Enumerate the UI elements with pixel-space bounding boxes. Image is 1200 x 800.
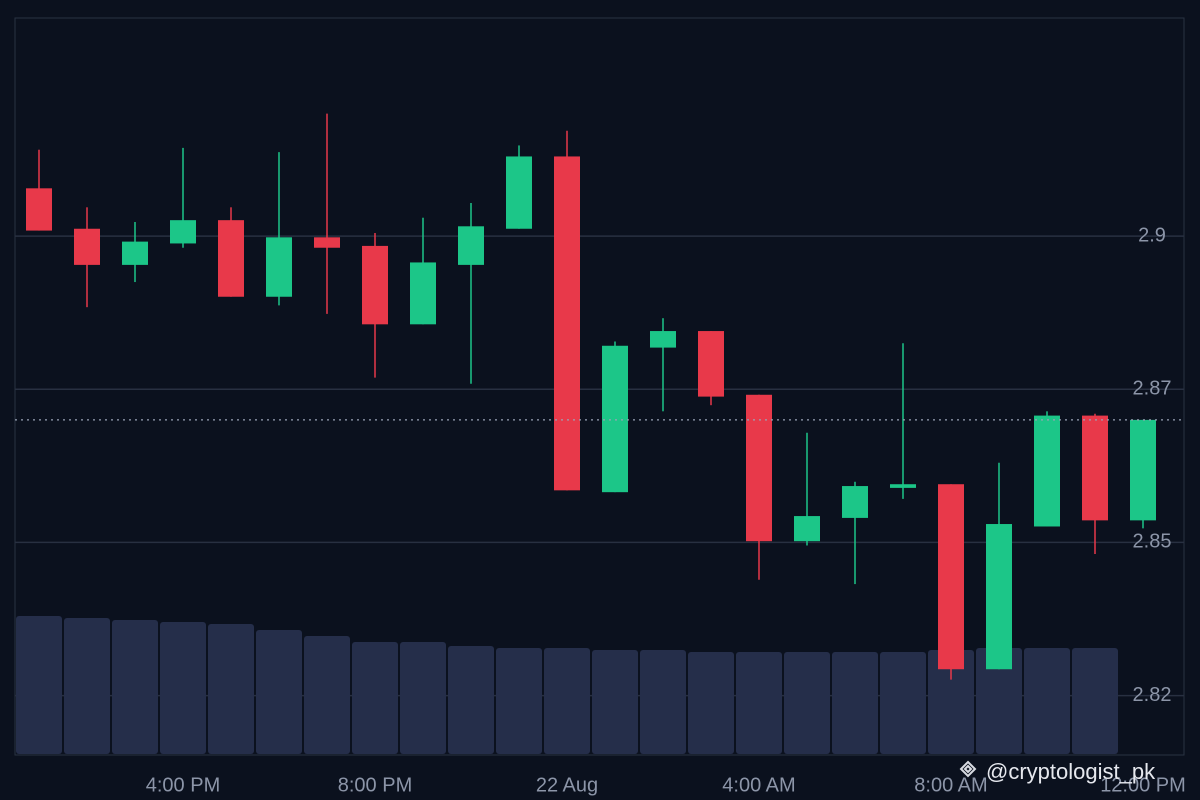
volume-bar [1072,648,1118,754]
y-tick-label: 2.85 [1133,531,1172,553]
watermark-icon [959,760,977,778]
candle-body [410,262,436,325]
candle-body [506,156,532,229]
candle-body [170,220,196,244]
volume-bar [928,650,974,754]
candle-body [218,220,244,297]
volume-bar [592,650,638,754]
volume-bar [976,648,1022,754]
candle-body [986,524,1012,670]
watermark-text: @cryptologist_pk [986,759,1156,784]
watermark: @cryptologist_pk [959,759,1156,784]
volume-bar [352,642,398,754]
volume-bar [832,652,878,754]
volume-bar [256,630,302,754]
candle-body [938,484,964,670]
volume-bar [208,624,254,754]
volume-bar [400,642,446,754]
volume-bar [736,652,782,754]
candle-body [746,394,772,542]
candle-body [74,228,100,265]
plot-border [14,17,1185,756]
candle-body [1130,419,1156,521]
volume-bar [64,618,110,754]
candle-body [842,486,868,518]
volume-bar [112,620,158,754]
x-tick-label: 4:00 PM [146,774,220,796]
x-tick-label: 8:00 PM [338,774,412,796]
y-tick-label: 2.87 [1133,378,1172,400]
volume-bar [544,648,590,754]
candle-body [794,516,820,542]
y-tick-label: 2.82 [1133,684,1172,706]
candle-body [122,241,148,265]
candle-body [1034,415,1060,527]
candle-body [266,237,292,297]
candle-body [1082,415,1108,521]
candle-body [650,331,676,348]
volume-bar [688,652,734,754]
volume-bar [496,648,542,754]
candle-body [26,188,52,231]
volume-bar [448,646,494,754]
x-tick-label: 4:00 AM [722,774,795,796]
candle-body [362,245,388,325]
volume-bar [16,616,62,754]
volume-bar [304,636,350,754]
x-tick-label: 12:00 PM [1100,774,1186,796]
volume-bar [640,650,686,754]
candle-body [602,345,628,493]
volume-bar [1024,648,1070,754]
y-tick-label: 2.9 [1138,224,1166,246]
x-tick-label: 22 Aug [536,774,598,796]
candle-body [314,237,340,248]
volume-bar [880,652,926,754]
candle-body [890,484,916,488]
candle-body [554,156,580,491]
candle-body [698,331,724,397]
volume-bar [784,652,830,754]
x-tick-label: 8:00 AM [914,774,987,796]
candle-body [458,226,484,265]
volume-bar [160,622,206,754]
